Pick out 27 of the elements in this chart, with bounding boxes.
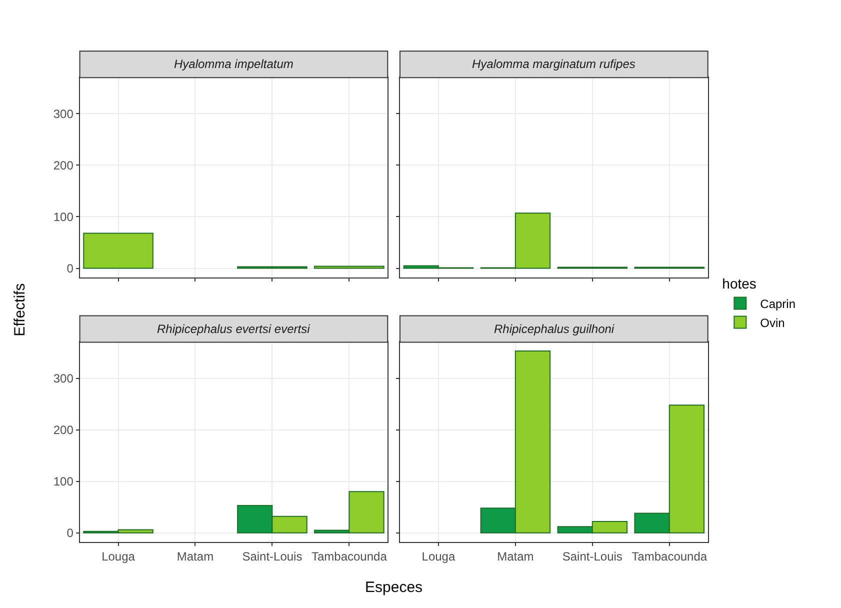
x-tick-label: Tambacounda	[311, 550, 388, 564]
x-tick-label: Matam	[497, 550, 534, 564]
y-tick-label: 0	[66, 526, 74, 540]
y-tick-label: 200	[53, 158, 74, 172]
chart-title: Hyalomma marginatum rufipes	[472, 57, 636, 71]
y-tick-label: 0	[66, 261, 74, 276]
y-axis-title: Effectifs	[12, 283, 29, 336]
bar	[314, 266, 384, 269]
x-tick-label: Tambacounda	[632, 550, 708, 564]
y-tick-label: 100	[53, 210, 74, 224]
x-tick-label: Saint-Louis	[242, 550, 302, 564]
chart-title: Hyalomma impeltatum	[174, 57, 294, 71]
chart-title: Rhipicephalus evertsi evertsi	[157, 322, 310, 336]
chart-title: Rhipicephalus guilhoni	[494, 322, 614, 336]
legend-label: Caprin	[760, 296, 796, 311]
bar	[83, 232, 154, 269]
legend-title: hotes	[722, 276, 756, 292]
y-tick-label: 200	[53, 423, 74, 438]
legend-label: Ovin	[760, 316, 785, 330]
x-tick-label: Matam	[176, 550, 214, 564]
x-tick-label: Louga	[422, 550, 456, 564]
x-tick-label: Louga	[102, 550, 136, 564]
y-tick-label: 300	[53, 106, 74, 121]
x-tick-label: Saint-Louis	[562, 550, 622, 564]
y-tick-label: 100	[53, 474, 74, 489]
x-axis-title: Especes	[365, 579, 423, 596]
y-tick-label: 300	[53, 371, 74, 386]
